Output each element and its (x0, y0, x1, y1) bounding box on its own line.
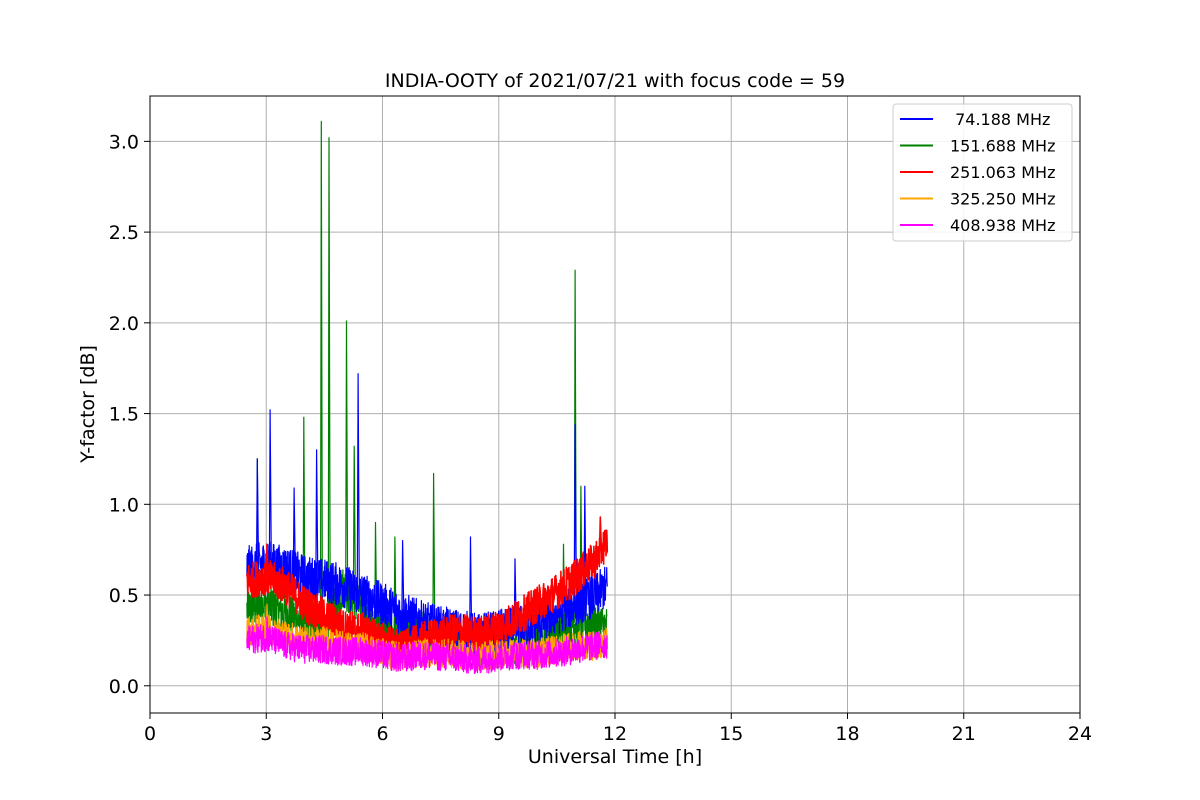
legend-entry: 74.188 MHz (950, 110, 1050, 129)
x-tick-label: 21 (952, 723, 976, 745)
x-tick-label: 3 (260, 723, 272, 745)
y-tick-label: 1.5 (109, 404, 139, 426)
legend-entry: 251.063 MHz (950, 163, 1055, 182)
y-tick-label: 2.0 (109, 313, 139, 335)
y-axis-label: Y-factor [dB] (77, 345, 99, 464)
x-tick-label: 0 (144, 723, 156, 745)
y-tick-label: 3.0 (109, 131, 139, 153)
y-tick-label: 0.0 (109, 676, 139, 698)
ticks: 0 3 6 9 12 15 18 21 24 0.0 0.5 1.0 1.5 2.0 2.5 3.0 (109, 131, 1092, 745)
y-tick-label: 0.5 (109, 585, 139, 607)
legend-box (892, 103, 1073, 242)
series-line (246, 373, 608, 657)
legend-entry: 325.250 MHz (950, 190, 1055, 209)
legend-entry: 151.688 MHz (950, 137, 1055, 156)
legend-entry: 408.938 MHz (950, 216, 1055, 235)
y-tick-label: 1.0 (109, 494, 139, 516)
x-tick-label: 18 (835, 723, 859, 745)
x-tick-label: 15 (719, 723, 743, 745)
y-tick-label: 2.5 (109, 222, 139, 244)
series-layer (246, 120, 609, 675)
x-tick-label: 24 (1068, 723, 1092, 745)
x-tick-label: 9 (493, 723, 505, 745)
x-tick-label: 6 (376, 723, 388, 745)
series-line (246, 616, 608, 675)
x-tick-label: 12 (603, 723, 627, 745)
chart-title: INDIA-OOTY of 2021/07/21 with focus code… (385, 70, 845, 92)
x-axis-label: Universal Time [h] (528, 746, 702, 768)
legend: 74.188 MHz 151.688 MHz 251.063 MHz 325.250 … (892, 103, 1073, 242)
